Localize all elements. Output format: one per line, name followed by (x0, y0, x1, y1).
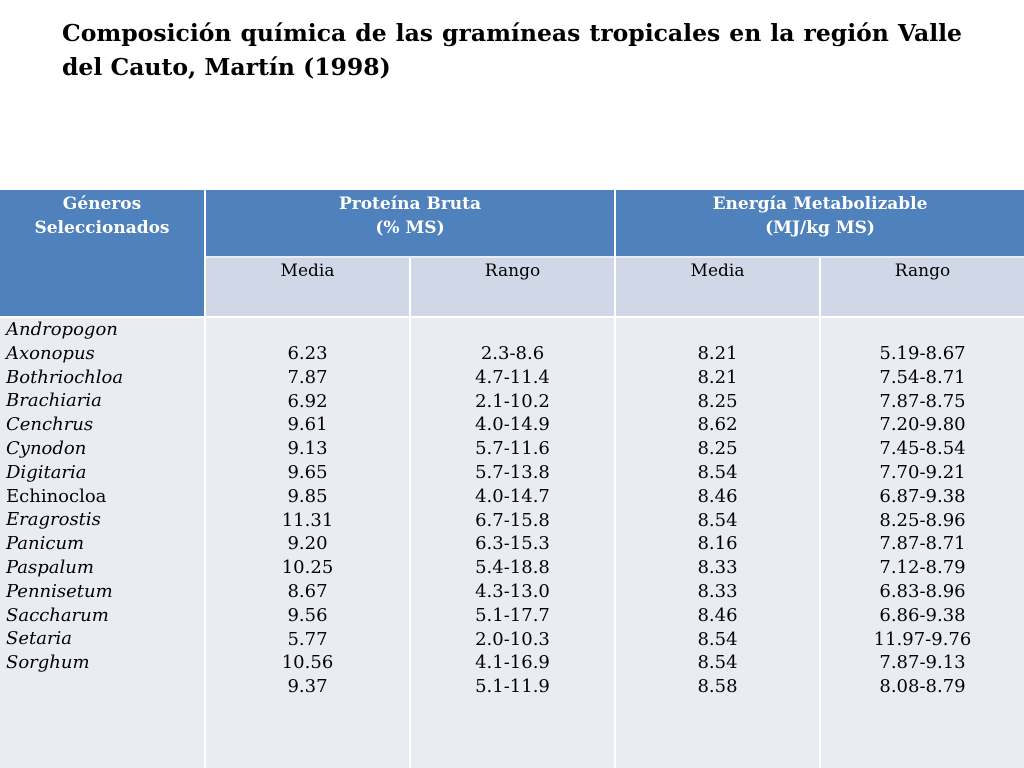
value-cell: 9.85 (287, 485, 328, 507)
genus-cell: Echinocloa (6, 485, 107, 507)
value-cell: 2.3-8.6 (480, 343, 545, 364)
genus-cell: Saccharum (6, 604, 109, 626)
value-cell: 7.87-8.75 (879, 390, 966, 412)
value-cell: 9.37 (287, 676, 328, 698)
value-cell: 2.0-10.3 (475, 628, 550, 650)
value-cell: 4.3-13.0 (475, 580, 550, 602)
value-cell: 4.7-11.4 (475, 366, 550, 388)
value-cell: 7.87 (287, 366, 328, 388)
value-cell: 8.25-8.96 (879, 509, 966, 531)
value-cell: 2.1-10.2 (475, 390, 550, 412)
genus-cell: Cynodon (6, 437, 87, 459)
value-cell: 4.0-14.9 (475, 414, 550, 436)
genus-cell: Digitaria (6, 461, 87, 483)
pb-media-column: 6.23 7.87 6.92 9.61 9.13 9.65 9.85 11.31… (206, 342, 409, 699)
genus-cell: Bothriochloa (6, 366, 124, 388)
header-generos: Géneros Seleccionados (0, 190, 204, 316)
value-cell: 4.0-14.7 (475, 485, 550, 507)
generos-column: Andropogon Axonopus Bothriochloa Brachia… (6, 318, 202, 675)
divider (409, 258, 411, 768)
slide-title: Composición química de las gramíneas tro… (62, 19, 962, 81)
header-energia-metabolizable: Energía Metabolizable (MJ/kg MS) (616, 190, 1024, 256)
value-cell: 8.62 (697, 414, 738, 436)
value-cell: 6.92 (287, 390, 328, 412)
value-cell: 7.20-9.80 (879, 414, 966, 436)
subheader-pb-rango: Rango (411, 258, 614, 316)
value-cell: 8.33 (697, 580, 738, 602)
value-cell: 9.13 (287, 438, 328, 460)
genus-cell: Brachiaria (6, 390, 102, 412)
value-cell: 6.7-15.8 (475, 509, 550, 531)
value-cell: 8.46 (697, 604, 738, 626)
value-cell: 8.54 (697, 628, 738, 650)
value-cell: 6.3-15.3 (475, 533, 550, 555)
value-cell: 6.83-8.96 (879, 580, 966, 602)
value-cell: 7.45-8.54 (879, 438, 966, 460)
value-cell: 10.56 (281, 652, 334, 674)
value-cell: 8.54 (697, 461, 738, 483)
genus-cell: Panicum (6, 533, 85, 555)
subheader-em-media: Media (616, 258, 819, 316)
value-cell: 5.7-11.6 (475, 438, 550, 460)
em-rango-column: 5.19-8.67 7.54-8.71 7.87-8.75 7.20-9.80 … (821, 342, 1024, 699)
value-cell: 5.77 (287, 628, 328, 650)
subheader-pb-media: Media (206, 258, 409, 316)
value-cell: 9.65 (287, 461, 328, 483)
value-cell: 11.31 (281, 509, 334, 531)
value-cell: 8.67 (287, 580, 328, 602)
value-cell: 7.87-9.13 (879, 652, 966, 674)
em-media-column: 8.21 8.21 8.25 8.62 8.25 8.54 8.46 8.54 … (616, 342, 819, 699)
value-cell: 8.08-8.79 (879, 676, 966, 698)
value-cell: 6.23 (287, 343, 328, 364)
value-cell: 8.25 (697, 390, 738, 412)
value-cell: 9.61 (287, 414, 328, 436)
value-cell: 9.20 (287, 533, 328, 555)
pb-rango-column: 2.3-8.6 4.7-11.4 2.1-10.2 4.0-14.9 5.7-1… (411, 342, 614, 699)
value-cell: 5.19-8.67 (879, 343, 966, 364)
value-cell: 8.58 (697, 676, 738, 698)
divider (204, 190, 206, 768)
value-cell: 5.7-13.8 (475, 461, 550, 483)
value-cell: 6.87-9.38 (879, 485, 966, 507)
composition-table: Géneros Seleccionados Proteína Bruta (% … (0, 190, 1024, 768)
genus-cell: Paspalum (6, 556, 94, 578)
value-cell: 8.16 (697, 533, 738, 555)
value-cell: 5.4-18.8 (475, 557, 550, 579)
value-cell: 8.21 (697, 343, 738, 364)
genus-cell: Pennisetum (6, 580, 113, 602)
value-cell: 8.54 (697, 652, 738, 674)
value-cell: 7.54-8.71 (879, 366, 966, 388)
value-cell: 6.86-9.38 (879, 604, 966, 626)
value-cell: 7.87-8.71 (879, 533, 966, 555)
divider (614, 190, 616, 768)
divider (0, 316, 1024, 318)
divider (819, 258, 821, 768)
value-cell: 11.97-9.76 (873, 628, 972, 650)
value-cell: 7.12-8.79 (879, 557, 966, 579)
value-cell: 8.54 (697, 509, 738, 531)
header-proteina-bruta: Proteína Bruta (% MS) (206, 190, 614, 256)
value-cell: 8.46 (697, 485, 738, 507)
genus-cell: Eragrostis (6, 509, 101, 531)
genus-cell: Sorghum (6, 652, 90, 674)
value-cell: 9.56 (287, 604, 328, 626)
genus-cell: Setaria (6, 628, 73, 650)
value-cell: 4.1-16.9 (475, 652, 550, 674)
genus-cell: Andropogon (6, 319, 118, 340)
value-cell: 8.21 (697, 366, 738, 388)
value-cell: 8.33 (697, 557, 738, 579)
genus-cell: Cenchrus (6, 414, 94, 436)
value-cell: 8.25 (697, 438, 738, 460)
value-cell: 5.1-17.7 (475, 604, 550, 626)
value-cell: 10.25 (281, 557, 334, 579)
value-cell: 7.70-9.21 (879, 461, 966, 483)
subheader-em-rango: Rango (821, 258, 1024, 316)
genus-cell: Axonopus (6, 342, 95, 364)
value-cell: 5.1-11.9 (475, 676, 550, 698)
